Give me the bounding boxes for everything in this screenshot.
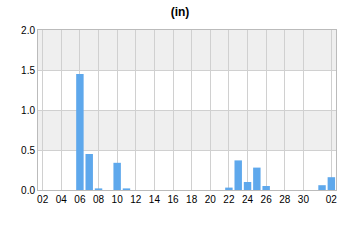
svg-text:12: 12 bbox=[130, 194, 142, 205]
svg-text:30: 30 bbox=[298, 194, 310, 205]
svg-text:(in): (in) bbox=[171, 5, 190, 19]
svg-text:14: 14 bbox=[149, 194, 161, 205]
svg-text:04: 04 bbox=[56, 194, 68, 205]
svg-text:06: 06 bbox=[74, 194, 86, 205]
svg-text:16: 16 bbox=[167, 194, 179, 205]
svg-text:28: 28 bbox=[279, 194, 291, 205]
svg-text:0.0: 0.0 bbox=[21, 185, 35, 196]
svg-text:24: 24 bbox=[242, 194, 254, 205]
svg-text:2.0: 2.0 bbox=[21, 25, 35, 36]
svg-text:02: 02 bbox=[37, 194, 49, 205]
svg-text:02: 02 bbox=[326, 194, 338, 205]
svg-text:20: 20 bbox=[205, 194, 217, 205]
svg-text:26: 26 bbox=[261, 194, 273, 205]
svg-text:22: 22 bbox=[223, 194, 235, 205]
svg-text:10: 10 bbox=[112, 194, 124, 205]
svg-text:08: 08 bbox=[93, 194, 105, 205]
svg-text:0.5: 0.5 bbox=[21, 145, 35, 156]
svg-text:1.0: 1.0 bbox=[21, 105, 35, 116]
svg-text:1.5: 1.5 bbox=[21, 65, 35, 76]
svg-text:18: 18 bbox=[186, 194, 198, 205]
